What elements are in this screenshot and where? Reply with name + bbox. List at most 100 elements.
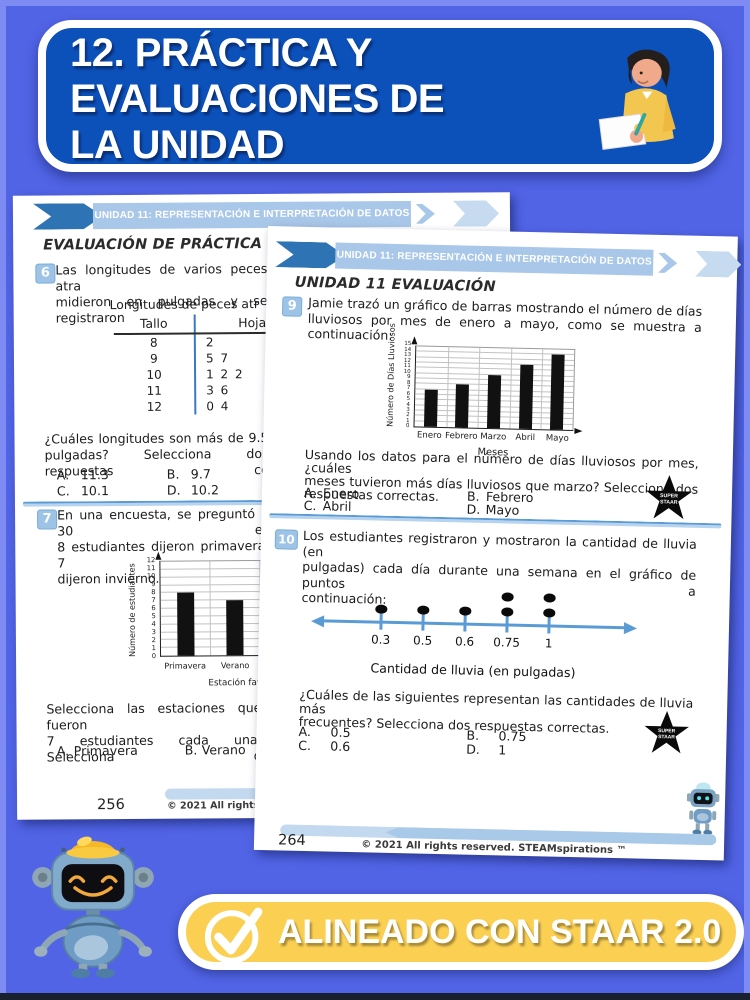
dot-plot-tick-label: 0.5 [412,633,433,648]
question-number-badge-6: 6 [35,263,56,284]
y-tick-label: 14 [404,346,412,353]
checkmark-icon [204,907,263,964]
chart-plot-area [413,345,576,431]
x-tick-label: Mayo [545,433,569,444]
y-tick-label: 2 [406,412,410,419]
x-tick-label: Verano [220,660,250,671]
y-tick-label: 10 [146,572,156,581]
text-line: En una encuesta, se preguntó a 30 es [57,505,270,539]
text-line: ¿Cuáles longitudes son más de 9.5 [44,429,269,447]
y-tick-label: 4 [406,401,411,408]
x-tick-label: Primavera [164,660,206,671]
y-tick-label: 6 [151,604,156,613]
banner-chevron-icon [413,201,441,227]
staar-alignment-banner: ALINEADO CON STAAR 2.0 [178,894,744,970]
y-tick-label: 3 [151,628,156,637]
dot-plot-tick [379,613,383,630]
bar-abril [518,364,534,430]
bar-marzo [486,374,502,429]
super-staar-badge-icon: SUPER STAAR [644,711,689,754]
bar-chart-dias-lluviosos: Número de Días Lluviosos 0 1 2 3 4 5 6 7 8 9 10 11 1… [381,323,594,464]
banner-chevron-icon [655,250,684,277]
section-title-right: UNIDAD 11 EVALUACIÓN [294,274,496,296]
y-tick-label: 7 [406,385,411,392]
gridline [415,366,574,372]
x-tick-label: Abril [515,432,536,444]
bottom-strip [0,993,750,1000]
answer-option-a: A. 11.3 [56,467,109,483]
data-dot [459,606,472,616]
super-staar-badge-icon: SUPER STAAR [646,475,693,520]
dot-plot-tick-label: 0.6 [454,634,475,649]
bar-febrero [455,384,470,428]
gridline [416,350,575,356]
question-number-badge-9: 9 [281,296,303,317]
page-number: 256 [97,796,125,814]
unit-banner-label: UNIDAD 11: REPRESENTACIÓN E INTERPRETACI… [335,242,654,276]
y-tick-label: 3 [406,406,410,414]
bar-mayo [550,354,565,430]
y-tick-label: 11 [146,564,156,573]
answer-option-d: D. 1 [466,741,507,758]
title-line-2: EVALUACIONES DE [70,77,445,121]
y-tick-label: 5 [151,612,156,621]
answer-option-a: A. Primavera [56,742,138,759]
x-tick-label: Enero [416,430,442,441]
y-tick-label: 8 [151,588,156,597]
page-number: 264 [277,832,306,850]
unit-banner-label: UNIDAD 11: REPRESENTACIÓN E INTERPRETACI… [92,200,412,230]
y-tick-label: 4 [151,620,156,629]
y-tick-label: 12 [146,556,156,565]
dot-plot-tick-label: 0.3 [370,632,391,647]
student-writing-illustration [598,49,676,150]
y-tick-label: 5 [406,396,411,403]
y-tick-label: 7 [151,596,156,605]
y-tick-label: 2 [151,636,156,645]
dot-plot-tick [505,616,509,633]
data-dot [543,608,556,618]
section-title-left: EVALUACIÓN DE PRÁCTICA [43,236,263,254]
text-line: Las longitudes de varios peces atra [55,260,268,294]
answer-option-d: D. 10.2 [166,482,219,498]
robot-mascot-large [32,836,154,979]
x-axis-arrow-icon [574,427,583,434]
title-card: 12. PRÁCTICA Y EVALUACIONES DE LA UNIDAD [38,20,722,172]
bar-enero [423,389,438,427]
column-header-stem: Tallo [113,314,196,334]
banner-chevron-light-icon [453,200,499,226]
answer-option-c: C. 10.1 [56,483,109,499]
dot-plot-axis-label: Cantidad de lluvia (en pulgadas) [370,660,576,681]
y-tick-label: 11 [403,363,411,370]
y-axis-label: Número de Días Lluviosos [385,323,397,427]
answer-option-c: C. Abril [303,497,352,514]
y-axis-ticks: 0 1 2 3 4 5 6 7 8 9 10 11 12 [141,556,158,660]
question-number-badge-10: 10 [274,529,299,550]
x-tick-label: Febrero [444,431,478,442]
question-number-badge-7: 7 [37,509,58,530]
y-axis-ticks: 0 1 2 3 4 5 6 7 8 9 10 11 12 13 14 15 [397,341,413,430]
x-tick-label: Marzo [480,431,507,443]
y-tick-label: 12 [403,357,412,364]
data-dot [543,593,556,603]
y-tick-label: 6 [406,390,411,397]
y-tick-label: 10 [403,368,411,375]
robot-mascot-small [686,782,720,836]
bar-primavera [176,592,195,656]
y-tick-label: 9 [151,580,156,589]
staar-banner-label: ALINEADO CON STAAR 2.0 [278,913,722,951]
text-line: Selecciona las estaciones que fueron [46,700,262,733]
dot-plot-tick [463,615,467,632]
number-line-right-arrow-icon [623,621,638,634]
y-axis-arrow-icon [155,551,162,560]
x-axis-ticks: Enero Febrero Marzo Abril Mayo [413,430,573,446]
gridline [416,356,575,361]
dot-plot-tick [547,617,551,634]
y-tick-label: 15 [404,341,412,348]
dot-plot-tick-label: 0.75 [493,635,521,650]
answer-option-d: D. Mayo [466,501,520,518]
answer-option-b: B. Verano [184,742,246,758]
y-tick-label: 0 [405,423,410,430]
title-line-1: 12. PRÁCTICA Y [70,31,372,75]
data-dot [501,592,514,602]
data-dot [417,605,430,615]
